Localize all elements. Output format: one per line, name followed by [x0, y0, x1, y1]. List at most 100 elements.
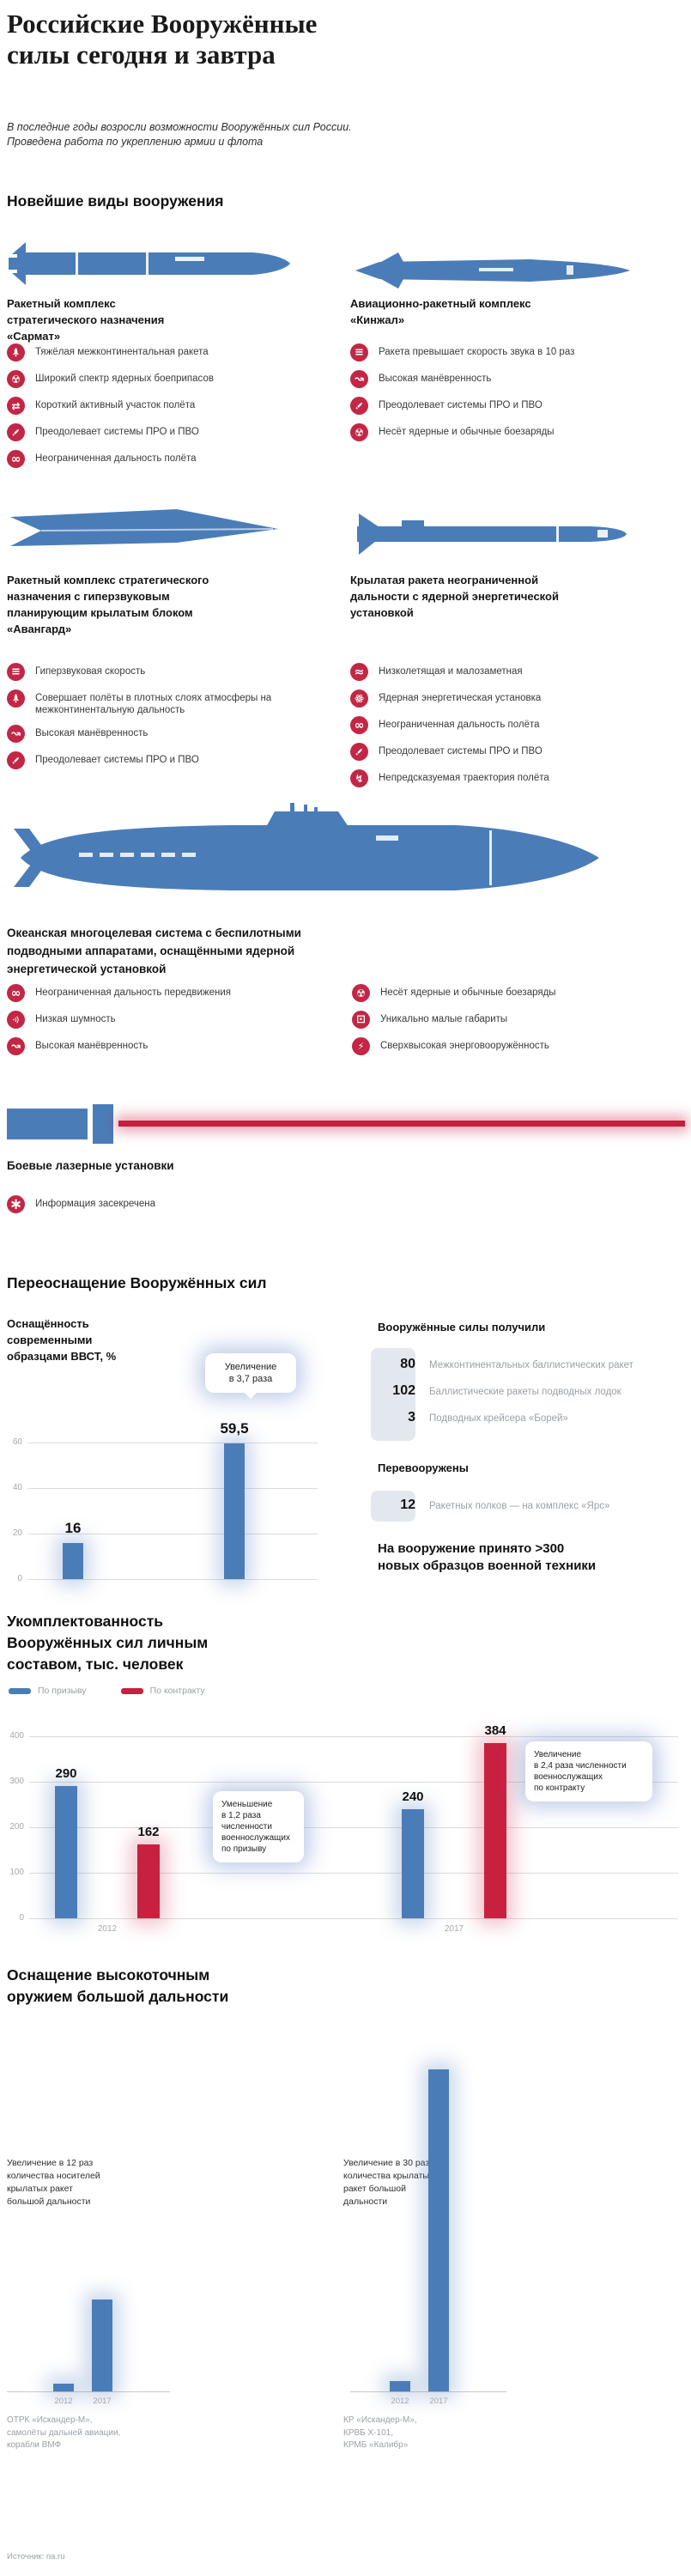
carriers-footnote: ОТРК «Искандер-М», самолёты дальней авиа… [7, 2415, 121, 2450]
feature-item: ≡ Ракета превышает скорость звука в 10 р… [350, 343, 642, 361]
carriers-caption: Увеличение в 12 раз количества носителей… [7, 2158, 100, 2207]
rearmed-list: 12 Ракетных полков — на комплекс «Ярс» [378, 1498, 678, 1524]
received-value: 3 [408, 1410, 415, 1425]
bar-value-label: 16 [64, 1519, 82, 1536]
personnel-decrease-tooltip: Уменьшение в 1,2 раза численности военно… [213, 1791, 304, 1862]
feature-text: Сверхвысокая энерговооружённость [380, 1041, 549, 1051]
infinity-icon: ∞ [7, 984, 25, 1002]
feature-text: Совершает полёты в плотных слоях атмосфе… [35, 693, 272, 715]
received-item: 80 Межконтинентальных баллистических рак… [378, 1357, 678, 1372]
feature-text: Неограниченная дальность полёта [35, 453, 197, 464]
feature-item: Преодолевает системы ПРО и ПВО [350, 397, 642, 415]
feature-text: Преодолевает системы ПРО и ПВО [379, 400, 542, 410]
received-label: Межконтинентальных баллистических ракет [429, 1360, 633, 1370]
feature-item: ∗ Информация засекречена [7, 1195, 299, 1213]
zigzag-icon: ↯ [350, 769, 368, 787]
laser-beam-illustration [118, 1121, 685, 1127]
radiation-icon: ☢ [352, 984, 370, 1002]
laser-device-illustration [7, 1109, 88, 1139]
kinzhal-illustration [355, 252, 630, 289]
rearmed-numbers-box [371, 1491, 415, 1522]
cruise-missile-illustration [357, 513, 627, 555]
feature-text: Ракета превышает скорость звука в 10 раз [379, 347, 575, 357]
missile-icon [7, 423, 25, 441]
maneuver-icon: ↝ [7, 1037, 25, 1055]
feature-item: ≡ Гиперзвуковая скорость [7, 663, 294, 681]
feature-item: ≈ Низколетящая и малозаметная [350, 663, 642, 681]
feature-item: ∞ Неограниченная дальность полёта [350, 716, 642, 734]
received-list: 80 Межконтинентальных баллистических рак… [378, 1357, 678, 1437]
source-credit: Источник: ria.ru [7, 2552, 65, 2561]
laser-emitter-illustration [93, 1104, 113, 1144]
maneuver-icon: ↝ [7, 725, 25, 743]
carriers-bar-chart: 2012 2017 [7, 2282, 333, 2407]
rocket-icon [7, 690, 25, 708]
feature-text: Несёт ядерные и обычные боезаряды [380, 987, 556, 998]
feature-text: Уникально малые габариты [380, 1014, 508, 1024]
bar [224, 1443, 245, 1579]
bar-value-label: 162 [137, 1825, 160, 1840]
feature-text: Преодолевает системы ПРО и ПВО [35, 427, 199, 437]
submarine-illustration [14, 803, 599, 890]
feature-text: Неограниченная дальность полёта [379, 720, 540, 730]
adopted-note: На вооружение принято >300 новых образцо… [378, 1541, 597, 1573]
bar-value-label: 59,5 [220, 1420, 249, 1437]
missiles-caption: Увеличение в 30 раз количества крылатых … [343, 2158, 434, 2207]
gridline [29, 1918, 678, 1919]
feature-item: ∞ Неограниченная дальность полёта [7, 450, 299, 468]
personnel-legend: По призыву По контракту [9, 1686, 239, 1696]
bar-value-label: 290 [55, 1766, 77, 1782]
short-path-icon: ⇄ [7, 397, 25, 415]
rearmed-value: 12 [400, 1498, 415, 1512]
x-axis-label: 2017 [93, 2397, 112, 2406]
x-axis-label: 2017 [429, 2397, 448, 2406]
waves-icon: ≈ [350, 663, 368, 681]
weapon-title-sarmat: Ракетный комплекс стратегического назнач… [7, 297, 165, 343]
sarmat-illustration [9, 242, 290, 285]
kinzhal-features: ≡ Ракета превышает скорость звука в 10 р… [350, 343, 642, 450]
box-icon: ⊡ [352, 1011, 370, 1029]
y-axis-label: 60 [12, 1437, 22, 1447]
rocket-icon [7, 343, 25, 361]
bar [484, 1743, 506, 1918]
feature-item: Ядерная энергетическая установка [350, 690, 642, 708]
y-axis-label: 20 [12, 1528, 22, 1538]
rearmed-item: 12 Ракетных полков — на комплекс «Ярс» [378, 1498, 678, 1513]
x-axis-line [350, 2391, 506, 2392]
x-axis-label: 2012 [54, 2397, 73, 2406]
radiation-icon: ☢ [350, 423, 368, 441]
intro-text: В последние годы возросли возможности Во… [7, 121, 352, 148]
bar [92, 2300, 112, 2391]
avangard-features: ≡ Гиперзвуковая скорость Совершает полёт… [7, 663, 294, 778]
feature-text: Широкий спектр ядерных боеприпасов [35, 374, 214, 384]
x-axis-label: 2012 [391, 2397, 409, 2406]
gridline [29, 1782, 678, 1783]
y-axis-label: 300 [9, 1777, 24, 1786]
page-title: Российские Вооружённые силы сегодня и за… [7, 9, 318, 70]
feature-text: Непредсказуемая траектория полёта [379, 773, 549, 783]
feature-text: Преодолевает системы ПРО и ПВО [35, 755, 199, 765]
feature-item: ↯ Непредсказуемая траектория полёта [350, 769, 642, 787]
y-axis-label: 0 [19, 1913, 24, 1923]
y-axis-label: 400 [9, 1731, 24, 1741]
feature-item: Преодолевает системы ПРО и ПВО [350, 743, 642, 761]
feature-text: Тяжёлая межконтинентальная ракета [35, 347, 209, 357]
feature-item: ↝ Высокая манёвренность [7, 1037, 340, 1055]
feature-item: ∞ Неограниченная дальность передвижения [7, 984, 340, 1002]
received-value: 80 [400, 1357, 415, 1371]
sarmat-features: Тяжёлая межконтинентальная ракета ☢ Широ… [7, 343, 299, 477]
y-axis-label: 0 [17, 1574, 22, 1583]
bar-value-label: 384 [484, 1723, 506, 1739]
feature-text: Несёт ядерные и обычные боезаряды [379, 427, 555, 437]
missile-icon [7, 751, 25, 769]
received-value: 102 [392, 1383, 415, 1398]
personnel-bar-chart: 0 100 200 300 400 290 162 2012 240 384 2017 [7, 1723, 685, 1949]
feature-text: Преодолевает системы ПРО и ПВО [379, 746, 542, 756]
feature-text: Короткий активный участок полёта [35, 400, 196, 410]
feature-text: Высокая манёвренность [35, 728, 149, 738]
bar [390, 2380, 410, 2391]
legend-label-contract: По контракту [149, 1686, 205, 1696]
weapon-title-cruise-missile: Крылатая ракета неограниченной дальности… [350, 574, 559, 619]
vvst-annotation-tooltip: Увеличение в 3,7 раза [205, 1353, 296, 1399]
